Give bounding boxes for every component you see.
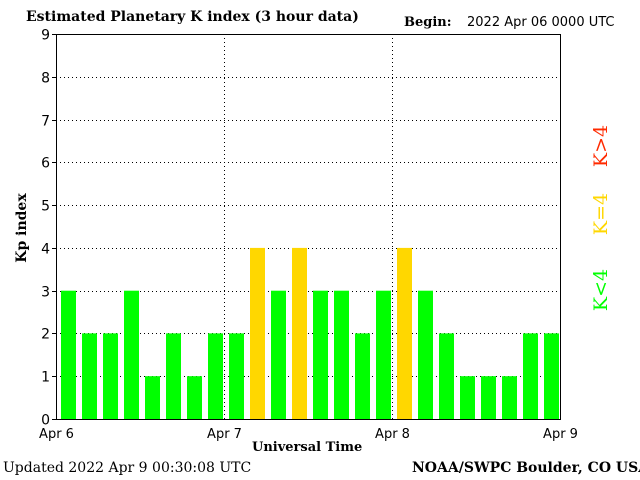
x-axis-label: Universal Time	[252, 440, 363, 455]
kp-bar	[271, 290, 286, 419]
kp-bar	[376, 290, 391, 419]
kp-bar	[481, 376, 496, 419]
kp-bar	[334, 290, 349, 419]
kp-bar	[397, 247, 412, 419]
kp-bar	[145, 376, 160, 419]
credit-line: NOAA/SWPC Boulder, CO USA	[412, 460, 640, 476]
tick-labels: 0 1 2 3 4 5 6 7 8 9 Apr 6 Apr 7 Apr 8 Apr 9	[39, 28, 578, 443]
y-tick-label: 1	[41, 370, 50, 386]
x-tick-label: Apr 6	[39, 427, 74, 442]
x-tick-label: Apr 8	[375, 427, 410, 442]
y-tick-label: 9	[41, 28, 50, 44]
kp-bar	[523, 333, 538, 419]
bars	[61, 247, 559, 419]
kp-bar	[292, 247, 307, 419]
kp-bar	[460, 376, 475, 419]
begin-value: 2022 Apr 06 0000 UTC	[467, 15, 615, 30]
kp-bar	[124, 290, 139, 419]
x-tick-label: Apr 7	[207, 427, 242, 442]
legend-k-equal-4: K=4	[590, 192, 612, 236]
kp-bar	[502, 376, 517, 419]
grid	[56, 34, 560, 419]
kp-bar	[439, 333, 454, 419]
kp-bar	[82, 333, 97, 419]
y-axis-label: Kp index	[14, 193, 30, 263]
kp-bar	[229, 333, 244, 419]
kp-bar	[355, 333, 370, 419]
updated-timestamp: Updated 2022 Apr 9 00:30:08 UTC	[3, 460, 252, 476]
kp-bar	[544, 333, 559, 419]
y-tick-label: 0	[41, 413, 50, 429]
kp-bar	[418, 290, 433, 419]
kp-bar	[61, 290, 76, 419]
y-tick-label: 2	[41, 327, 50, 343]
legend-k-below-4: K<4	[590, 268, 612, 312]
kp-bar	[313, 290, 328, 419]
y-tick-label: 8	[41, 71, 50, 87]
kp-bar	[250, 247, 265, 419]
kp-bar	[187, 376, 202, 419]
y-tick-label: 6	[41, 156, 50, 172]
y-tick-label: 7	[41, 114, 50, 130]
kp-bar	[103, 333, 118, 419]
y-tick-label: 5	[41, 199, 50, 215]
y-tick-label: 3	[41, 285, 50, 301]
kp-bar	[208, 333, 223, 419]
begin-label: Begin:	[404, 15, 452, 30]
y-tick-label: 4	[41, 242, 50, 258]
kp-bar	[166, 333, 181, 419]
chart-title: Estimated Planetary K index (3 hour data…	[26, 9, 359, 25]
x-tick-label: Apr 9	[543, 427, 578, 442]
legend-k-above-4: K>4	[590, 124, 612, 168]
plot-frame	[56, 34, 561, 420]
